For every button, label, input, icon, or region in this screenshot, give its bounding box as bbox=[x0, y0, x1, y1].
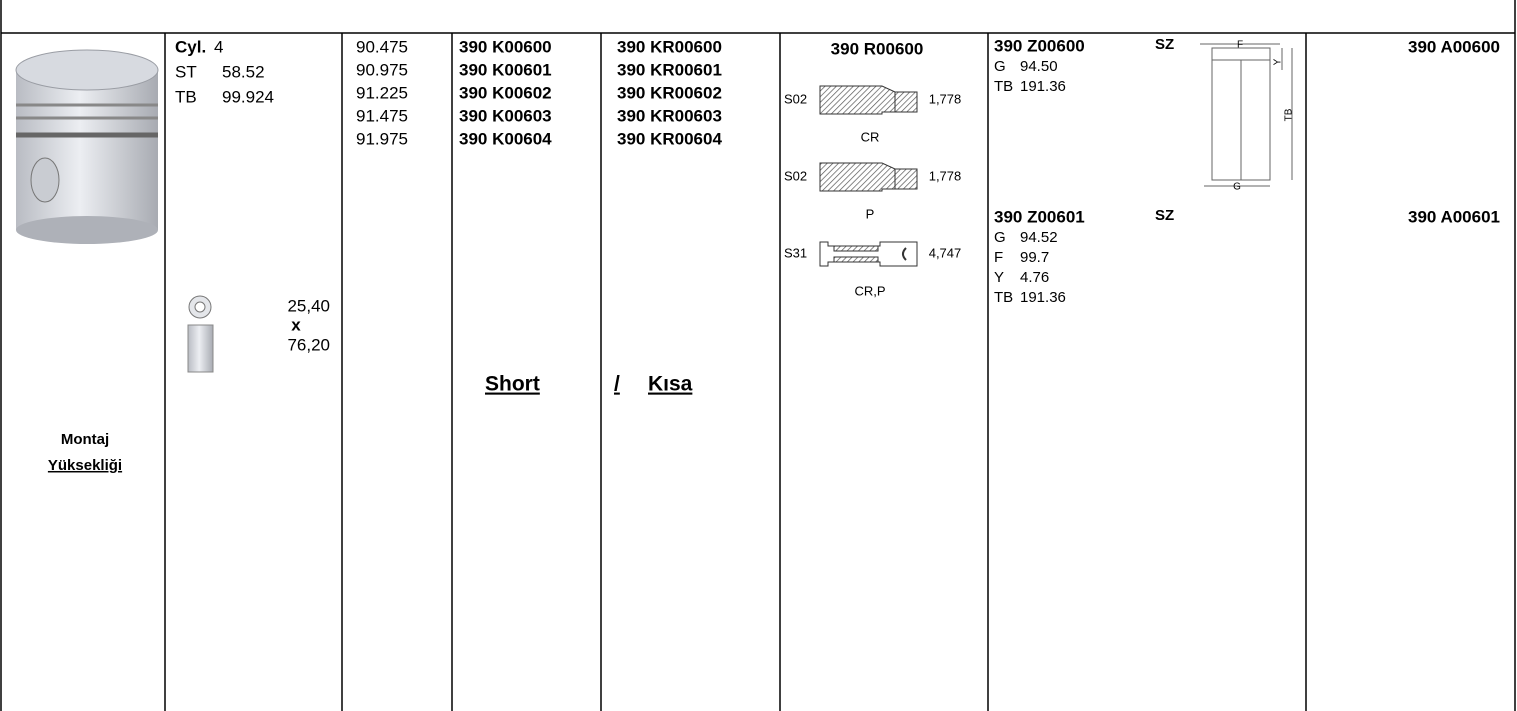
ring-section bbox=[819, 85, 918, 115]
liner-spec-key: TB bbox=[994, 78, 1013, 95]
ring-type: S31 bbox=[784, 245, 807, 260]
diagram-label: G bbox=[1233, 182, 1241, 193]
spec-label: TB bbox=[175, 87, 197, 106]
note: Kısa bbox=[648, 373, 693, 396]
diameter: 91.225 bbox=[356, 83, 408, 102]
gasket-code: 390 A00601 bbox=[1408, 207, 1500, 226]
liner-spec-value: 191.36 bbox=[1020, 289, 1066, 306]
ring-size: 1,778 bbox=[929, 91, 962, 106]
pin-times: x bbox=[291, 315, 301, 334]
kit-code: 390 KR00604 bbox=[617, 129, 722, 148]
liner-spec-key: G bbox=[994, 229, 1006, 246]
kit-code: 390 KR00603 bbox=[617, 106, 722, 125]
gasket-code: 390 A00600 bbox=[1408, 37, 1500, 56]
spec-value: 58.52 bbox=[222, 62, 265, 81]
piston-code: 390 K00601 bbox=[459, 60, 552, 79]
ring-type: S02 bbox=[784, 91, 807, 106]
rings: S02 1,778 CR S02 1,778 P S31 4,747 CR,P bbox=[784, 85, 962, 298]
spec-label: Cyl. bbox=[175, 37, 206, 56]
liner-spec-key: G bbox=[994, 58, 1006, 75]
ring-section bbox=[833, 245, 879, 252]
liner-diagram bbox=[1200, 43, 1293, 187]
ring-label: P bbox=[866, 206, 875, 221]
liner-spec-value: 94.50 bbox=[1020, 58, 1058, 75]
ring-section bbox=[833, 256, 879, 263]
ring-size: 4,747 bbox=[929, 245, 962, 260]
liner-spec-key: TB bbox=[994, 289, 1013, 306]
diameter: 91.475 bbox=[356, 106, 408, 125]
piston-code: 390 K00602 bbox=[459, 83, 552, 102]
note: Short bbox=[485, 373, 540, 396]
liner-spec-value: 4.76 bbox=[1020, 269, 1049, 286]
diameter: 90.475 bbox=[356, 37, 408, 56]
liner-spec-key: F bbox=[994, 249, 1003, 266]
note: / bbox=[614, 373, 620, 396]
caption: Montaj bbox=[61, 431, 109, 448]
diagram-label: F bbox=[1237, 40, 1243, 51]
diameter: 90.975 bbox=[356, 60, 408, 79]
ring-size: 1,778 bbox=[929, 168, 962, 183]
pin-diameter: 25,40 bbox=[287, 296, 330, 315]
liner-spec-key: Y bbox=[994, 269, 1004, 286]
piston-code: 390 K00604 bbox=[459, 129, 552, 148]
piston-image bbox=[15, 49, 159, 244]
spec-value: 4 bbox=[214, 37, 223, 56]
diagram-label: TB bbox=[1284, 108, 1295, 121]
piston-code: 390 K00600 bbox=[459, 37, 552, 56]
kit-code: 390 KR00600 bbox=[617, 37, 722, 56]
liner-tag: SZ bbox=[1155, 36, 1174, 53]
liner-code: 390 Z00600 bbox=[994, 36, 1085, 55]
kit-code: 390 KR00601 bbox=[617, 60, 722, 79]
lists: 90.475 90.975 91.225 91.475 91.975 390 K00600… bbox=[356, 37, 722, 148]
liner-code: 390 Z00601 bbox=[994, 207, 1085, 226]
ring-label: CR,P bbox=[854, 283, 885, 298]
caption: Yüksekliği bbox=[48, 457, 122, 474]
diameter: 91.975 bbox=[356, 129, 408, 148]
liner-spec-value: 94.52 bbox=[1020, 229, 1058, 246]
ring-code: 390 R00600 bbox=[831, 39, 924, 58]
diagram-label: Y bbox=[1273, 58, 1284, 65]
piston-code: 390 K00603 bbox=[459, 106, 552, 125]
ring-type: S02 bbox=[784, 168, 807, 183]
kit-code: 390 KR00602 bbox=[617, 83, 722, 102]
pin-image bbox=[187, 295, 214, 373]
ring-label: CR bbox=[861, 129, 880, 144]
spec-label: ST bbox=[175, 62, 197, 81]
ring-section bbox=[902, 247, 907, 261]
liner-spec-value: 191.36 bbox=[1020, 78, 1066, 95]
pin-length: 76,20 bbox=[287, 335, 330, 354]
liner-spec-value: 99.7 bbox=[1020, 249, 1049, 266]
ring-section bbox=[819, 162, 918, 192]
spec-value: 99.924 bbox=[222, 87, 274, 106]
liner-tag: SZ bbox=[1155, 207, 1174, 224]
